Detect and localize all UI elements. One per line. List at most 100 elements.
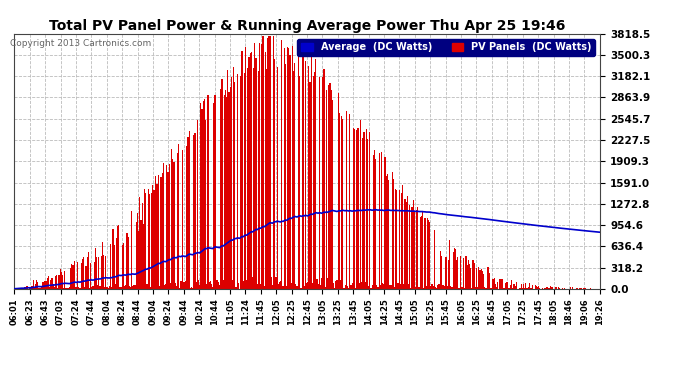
Bar (115, 284, 116, 289)
Bar (496, 287, 497, 289)
Bar (502, 279, 503, 289)
Bar (441, 256, 442, 289)
Bar (203, 101, 204, 289)
Bar (584, 288, 585, 289)
Bar (176, 286, 177, 289)
Bar (257, 284, 258, 289)
Bar (438, 284, 440, 289)
Bar (273, 36, 274, 289)
Bar (64, 270, 66, 289)
Bar (362, 138, 364, 289)
Bar (175, 284, 176, 289)
Bar (417, 207, 418, 289)
Bar (305, 62, 306, 289)
Bar (442, 285, 443, 289)
Bar (364, 282, 366, 289)
Bar (138, 231, 139, 289)
Bar (424, 218, 426, 289)
Bar (164, 285, 165, 289)
Bar (96, 257, 97, 289)
Bar (525, 283, 526, 289)
Bar (384, 157, 386, 289)
Bar (47, 278, 48, 289)
Bar (287, 47, 288, 289)
Bar (199, 285, 200, 289)
Bar (292, 46, 293, 289)
Bar (27, 286, 28, 289)
Bar (446, 286, 448, 289)
Bar (290, 283, 292, 289)
Bar (355, 288, 356, 289)
Bar (562, 288, 563, 289)
Bar (369, 132, 371, 289)
Bar (160, 177, 161, 289)
Bar (272, 285, 273, 289)
Bar (44, 282, 46, 289)
Bar (81, 263, 82, 289)
Bar (440, 251, 441, 289)
Bar (61, 272, 62, 289)
Bar (77, 262, 79, 289)
Bar (104, 287, 106, 289)
Bar (333, 283, 334, 289)
Bar (43, 282, 44, 289)
Bar (258, 71, 259, 289)
Bar (275, 277, 277, 289)
Bar (483, 274, 484, 289)
Bar (173, 162, 175, 289)
Bar (361, 282, 362, 289)
Bar (371, 285, 373, 289)
Bar (380, 285, 381, 289)
Bar (326, 90, 327, 289)
Bar (223, 279, 224, 289)
Bar (248, 57, 250, 289)
Bar (219, 285, 220, 289)
Bar (422, 212, 423, 289)
Bar (181, 150, 183, 289)
Bar (108, 288, 109, 289)
Bar (157, 184, 158, 289)
Bar (529, 284, 530, 289)
Bar (294, 63, 295, 289)
Bar (57, 288, 59, 289)
Bar (420, 217, 421, 289)
Bar (133, 285, 135, 289)
Bar (163, 163, 164, 289)
Bar (152, 185, 153, 289)
Bar (475, 287, 476, 289)
Bar (136, 222, 137, 289)
Bar (123, 243, 124, 289)
Bar (148, 189, 149, 289)
Bar (210, 281, 211, 289)
Bar (538, 286, 540, 289)
Bar (128, 237, 129, 289)
Bar (478, 267, 480, 289)
Bar (456, 260, 457, 289)
Bar (170, 284, 171, 289)
Bar (204, 99, 205, 289)
Bar (393, 179, 394, 289)
Bar (75, 286, 76, 289)
Bar (98, 257, 99, 289)
Bar (235, 287, 237, 289)
Bar (106, 287, 108, 289)
Bar (411, 207, 413, 289)
Bar (71, 264, 72, 289)
Bar (342, 119, 344, 289)
Bar (354, 129, 355, 289)
Bar (233, 67, 235, 289)
Bar (524, 288, 525, 289)
Bar (399, 190, 400, 289)
Bar (464, 288, 466, 289)
Bar (407, 196, 408, 289)
Bar (468, 260, 469, 289)
Bar (414, 211, 415, 289)
Bar (435, 288, 436, 289)
Bar (403, 284, 404, 289)
Bar (535, 286, 537, 289)
Bar (156, 184, 157, 289)
Bar (500, 279, 501, 289)
Bar (458, 288, 460, 289)
Bar (118, 225, 119, 289)
Bar (92, 286, 94, 289)
